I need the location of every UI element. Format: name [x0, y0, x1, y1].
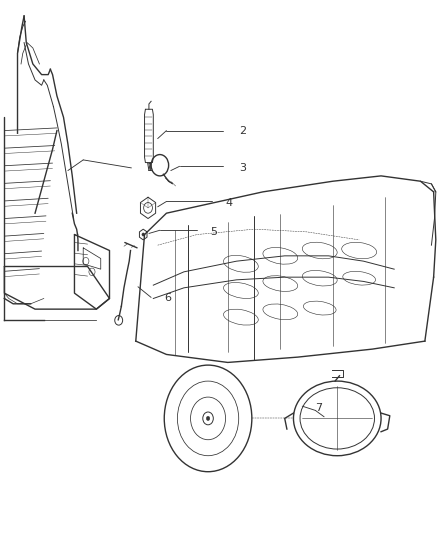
Text: 5: 5 [210, 227, 217, 237]
Text: 1: 1 [147, 163, 154, 173]
Text: 4: 4 [226, 198, 233, 207]
Circle shape [206, 416, 210, 421]
Circle shape [142, 233, 145, 236]
Text: 6: 6 [164, 294, 171, 303]
Text: 2: 2 [239, 126, 246, 135]
Text: 7: 7 [315, 403, 322, 413]
Text: 3: 3 [239, 163, 246, 173]
